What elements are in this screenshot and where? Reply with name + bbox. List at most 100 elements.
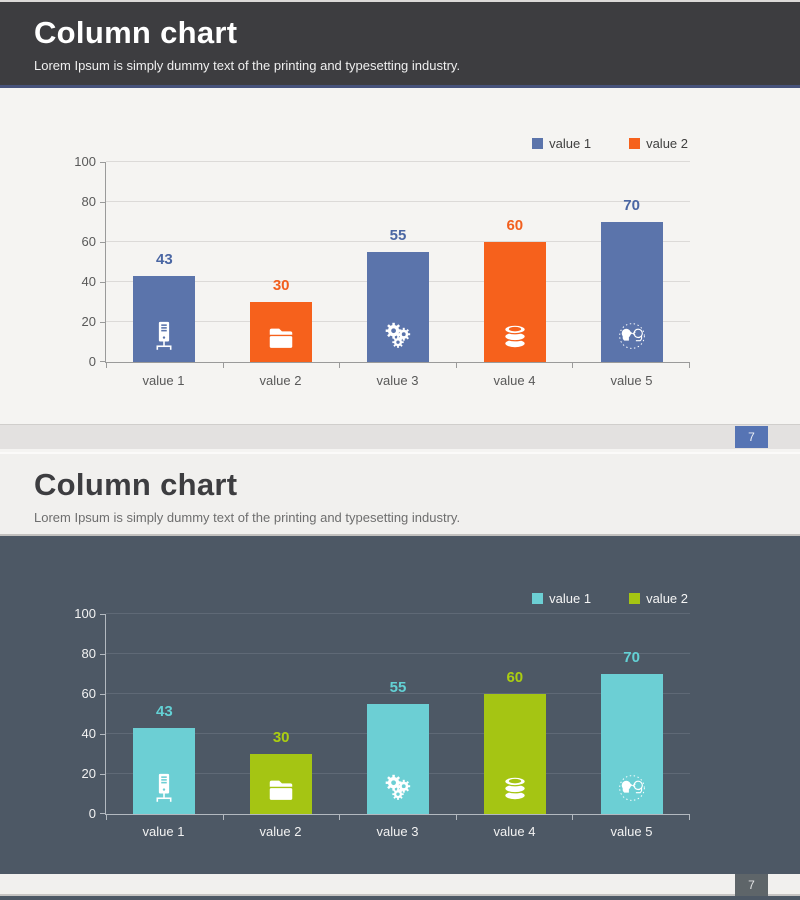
x-axis-label: value 4 xyxy=(493,373,536,388)
slide-subtitle: Lorem Ipsum is simply dummy text of the … xyxy=(34,510,461,525)
bar-value-label: 55 xyxy=(389,227,407,244)
bar-cell: 70 xyxy=(573,649,690,814)
legend-item: value 2 xyxy=(629,591,688,606)
legend-label: value 1 xyxy=(549,136,592,151)
y-axis-tick xyxy=(100,322,106,323)
bar-value-label: 43 xyxy=(156,251,173,268)
slide-title: Column chart xyxy=(34,15,238,50)
x-axis-tick xyxy=(340,363,457,368)
legend-swatch xyxy=(532,593,544,604)
bar-value-1: 43 xyxy=(133,703,196,814)
bar-value-2: 30 xyxy=(250,729,313,814)
bar-cell: 30 xyxy=(223,729,340,814)
x-axis-tick xyxy=(340,815,457,820)
slide-1-footer: 7 xyxy=(0,424,800,449)
bar-value-4: 60 xyxy=(483,217,546,362)
x-axis-tick xyxy=(224,363,341,368)
x-axis-tick xyxy=(107,815,224,820)
y-axis-tick xyxy=(100,282,106,283)
bar-value-3: 55 xyxy=(366,227,429,362)
page-number-badge: 7 xyxy=(735,874,768,896)
slide-title: Column chart xyxy=(34,467,238,502)
x-axis-label: value 2 xyxy=(259,373,302,388)
chart-legend: value 1 value 2 xyxy=(532,591,688,606)
bar-cell: 60 xyxy=(456,217,573,362)
y-axis-label: 40 xyxy=(81,726,96,741)
y-axis-label: 60 xyxy=(81,686,96,701)
x-axis-labels: value 1 value 2 value 3 value 4 value 5 xyxy=(105,373,690,388)
gears-icon xyxy=(367,773,429,803)
bar-cell: 60 xyxy=(456,669,573,814)
x-axis-tick xyxy=(573,815,690,820)
page-number-badge: 7 xyxy=(735,426,768,448)
y-axis-label: 40 xyxy=(81,274,96,289)
legend-item: value 2 xyxy=(629,136,688,151)
bar-value-2: 30 xyxy=(250,277,313,362)
bar-cell: 70 xyxy=(573,197,690,362)
x-axis-tick xyxy=(457,815,574,820)
bar-value-label: 30 xyxy=(272,729,290,746)
legend-item: value 1 xyxy=(532,136,591,151)
bar-cell: 43 xyxy=(106,703,223,814)
y-axis-tick xyxy=(100,242,106,243)
x-axis-label: value 5 xyxy=(610,824,653,839)
discussion-icon xyxy=(601,321,663,351)
y-axis-tick xyxy=(100,774,106,775)
bar-cell: 30 xyxy=(223,277,340,362)
x-axis-label: value 3 xyxy=(376,373,419,388)
legend-swatch xyxy=(532,138,544,149)
x-axis-tick xyxy=(224,815,341,820)
y-axis-label: 60 xyxy=(81,234,96,249)
database-icon xyxy=(484,321,546,351)
y-axis-tick xyxy=(100,162,106,163)
y-axis-label: 100 xyxy=(74,154,96,169)
x-axis-label: value 1 xyxy=(142,373,185,388)
database-icon xyxy=(484,773,546,803)
gridline xyxy=(106,201,690,202)
server-icon xyxy=(133,321,195,351)
slide-2-footer: 7 xyxy=(0,874,800,896)
x-axis-labels: value 1 value 2 value 3 value 4 value 5 xyxy=(105,824,690,839)
bars-group: 43 30 55 60 70 xyxy=(106,615,690,814)
bar-value-label: 30 xyxy=(272,277,290,294)
y-axis-label: 20 xyxy=(81,766,96,781)
y-axis-tick xyxy=(100,614,106,615)
x-axis-label: value 5 xyxy=(610,373,653,388)
folder-icon xyxy=(250,324,312,351)
y-axis-label: 0 xyxy=(88,806,96,821)
x-axis-label: value 4 xyxy=(493,824,536,839)
x-axis-label: value 2 xyxy=(259,824,302,839)
bar-value-label: 60 xyxy=(506,669,524,686)
legend-swatch xyxy=(629,593,641,604)
y-axis-tick xyxy=(100,654,106,655)
x-axis-tick xyxy=(573,363,690,368)
slide-2: Column chart Lorem Ipsum is simply dummy… xyxy=(0,452,800,900)
gridline xyxy=(106,241,690,242)
x-axis-tick xyxy=(107,363,224,368)
y-axis-label: 0 xyxy=(88,354,96,369)
column-chart-dark: value 1 value 2 0 20 40 60 80 100 43 30 55 60 7… xyxy=(0,536,800,874)
folder-icon xyxy=(250,776,312,803)
gridline xyxy=(106,613,690,614)
bar-value-label: 60 xyxy=(506,217,524,234)
column-chart-light: value 1 value 2 0 20 40 60 80 100 43 30 55 60 7… xyxy=(0,88,800,424)
bar-value-label: 55 xyxy=(389,679,407,696)
y-axis-label: 80 xyxy=(81,646,96,661)
legend-label: value 2 xyxy=(646,136,688,151)
y-axis-tick xyxy=(100,813,106,814)
legend-swatch xyxy=(629,138,641,149)
gridline xyxy=(106,161,690,162)
legend-label: value 2 xyxy=(646,591,688,606)
x-axis-tick xyxy=(457,363,574,368)
bar-value-5: 70 xyxy=(600,649,663,814)
legend-item: value 1 xyxy=(532,591,591,606)
server-icon xyxy=(133,773,195,803)
gridline xyxy=(106,693,690,694)
gears-icon xyxy=(367,321,429,351)
x-axis-ticks xyxy=(106,815,690,820)
y-axis-tick xyxy=(100,361,106,362)
bar-cell: 43 xyxy=(106,251,223,362)
bar-value-1: 43 xyxy=(133,251,196,362)
y-axis-tick xyxy=(100,734,106,735)
y-axis-tick xyxy=(100,694,106,695)
